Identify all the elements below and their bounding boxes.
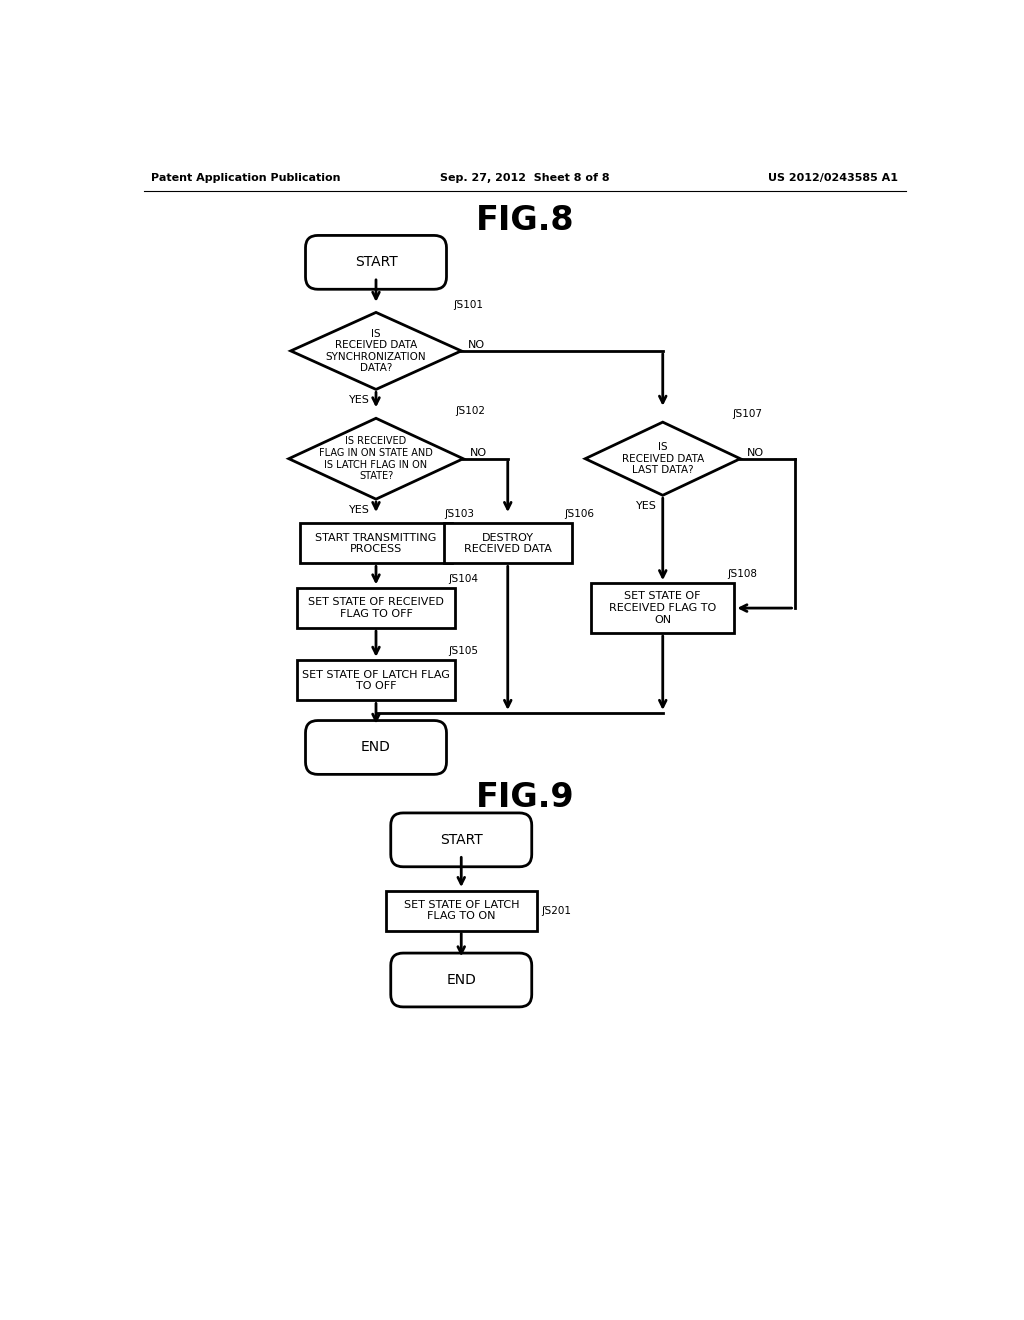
- Text: START: START: [440, 833, 482, 847]
- Text: FIG.8: FIG.8: [475, 203, 574, 236]
- Text: ʃS108: ʃS108: [727, 569, 757, 578]
- Text: YES: YES: [349, 395, 370, 405]
- Text: SET STATE OF
RECEIVED FLAG TO
ON: SET STATE OF RECEIVED FLAG TO ON: [609, 591, 717, 624]
- FancyBboxPatch shape: [391, 813, 531, 867]
- Text: NO: NO: [467, 339, 484, 350]
- Text: Sep. 27, 2012  Sheet 8 of 8: Sep. 27, 2012 Sheet 8 of 8: [440, 173, 609, 182]
- Polygon shape: [289, 418, 463, 499]
- FancyBboxPatch shape: [391, 953, 531, 1007]
- Bar: [297, 660, 456, 701]
- Bar: [300, 524, 452, 564]
- Text: ʃS107: ʃS107: [732, 409, 763, 420]
- Text: IS RECEIVED
FLAG IN ON STATE AND
IS LATCH FLAG IN ON
STATE?: IS RECEIVED FLAG IN ON STATE AND IS LATC…: [319, 437, 433, 480]
- Text: END: END: [361, 741, 391, 755]
- Text: DESTROY
RECEIVED DATA: DESTROY RECEIVED DATA: [464, 532, 552, 554]
- Bar: [443, 524, 571, 564]
- Text: ʃS104: ʃS104: [447, 574, 477, 583]
- Text: IS
RECEIVED DATA
LAST DATA?: IS RECEIVED DATA LAST DATA?: [622, 442, 703, 475]
- Text: US 2012/0243585 A1: US 2012/0243585 A1: [768, 173, 898, 182]
- Text: START: START: [354, 255, 397, 269]
- Text: SET STATE OF LATCH
FLAG TO ON: SET STATE OF LATCH FLAG TO ON: [403, 900, 519, 921]
- Bar: [386, 891, 537, 931]
- Text: ʃS102: ʃS102: [456, 405, 485, 416]
- Bar: [591, 583, 734, 634]
- Text: ʃS106: ʃS106: [564, 510, 594, 519]
- Text: ʃS101: ʃS101: [454, 300, 483, 310]
- Text: ʃS105: ʃS105: [447, 647, 477, 656]
- Text: NO: NO: [469, 447, 486, 458]
- Text: Patent Application Publication: Patent Application Publication: [152, 173, 341, 182]
- Text: SET STATE OF LATCH FLAG
TO OFF: SET STATE OF LATCH FLAG TO OFF: [302, 669, 450, 692]
- Text: START TRANSMITTING
PROCESS: START TRANSMITTING PROCESS: [315, 532, 436, 554]
- Polygon shape: [291, 313, 461, 389]
- Text: ʃS201: ʃS201: [541, 906, 570, 916]
- Text: END: END: [446, 973, 476, 987]
- FancyBboxPatch shape: [305, 235, 446, 289]
- Text: YES: YES: [636, 502, 656, 511]
- Bar: [297, 589, 456, 628]
- Text: ʃS103: ʃS103: [443, 510, 474, 519]
- Text: FIG.9: FIG.9: [475, 781, 574, 814]
- Polygon shape: [586, 422, 740, 495]
- Text: NO: NO: [746, 447, 764, 458]
- Text: SET STATE OF RECEIVED
FLAG TO OFF: SET STATE OF RECEIVED FLAG TO OFF: [308, 597, 444, 619]
- Text: YES: YES: [349, 506, 370, 515]
- Text: IS
RECEIVED DATA
SYNCHRONIZATION
DATA?: IS RECEIVED DATA SYNCHRONIZATION DATA?: [326, 329, 426, 374]
- FancyBboxPatch shape: [305, 721, 446, 775]
